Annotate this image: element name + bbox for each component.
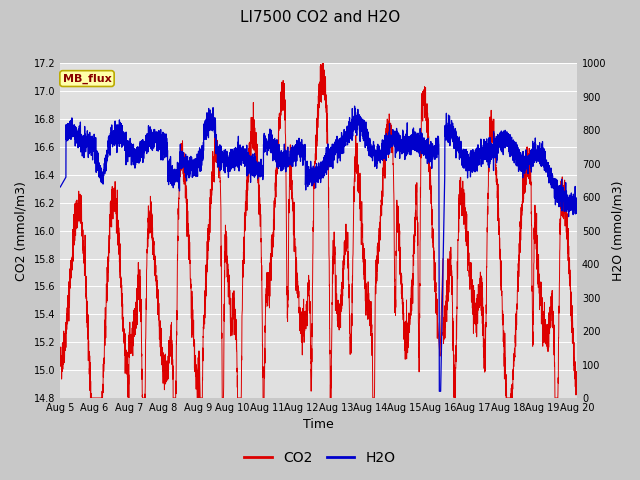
Y-axis label: CO2 (mmol/m3): CO2 (mmol/m3) — [15, 181, 28, 281]
Text: MB_flux: MB_flux — [63, 73, 111, 84]
Legend: CO2, H2O: CO2, H2O — [239, 445, 401, 471]
X-axis label: Time: Time — [303, 419, 334, 432]
Text: LI7500 CO2 and H2O: LI7500 CO2 and H2O — [240, 10, 400, 24]
Y-axis label: H2O (mmol/m3): H2O (mmol/m3) — [612, 180, 625, 281]
